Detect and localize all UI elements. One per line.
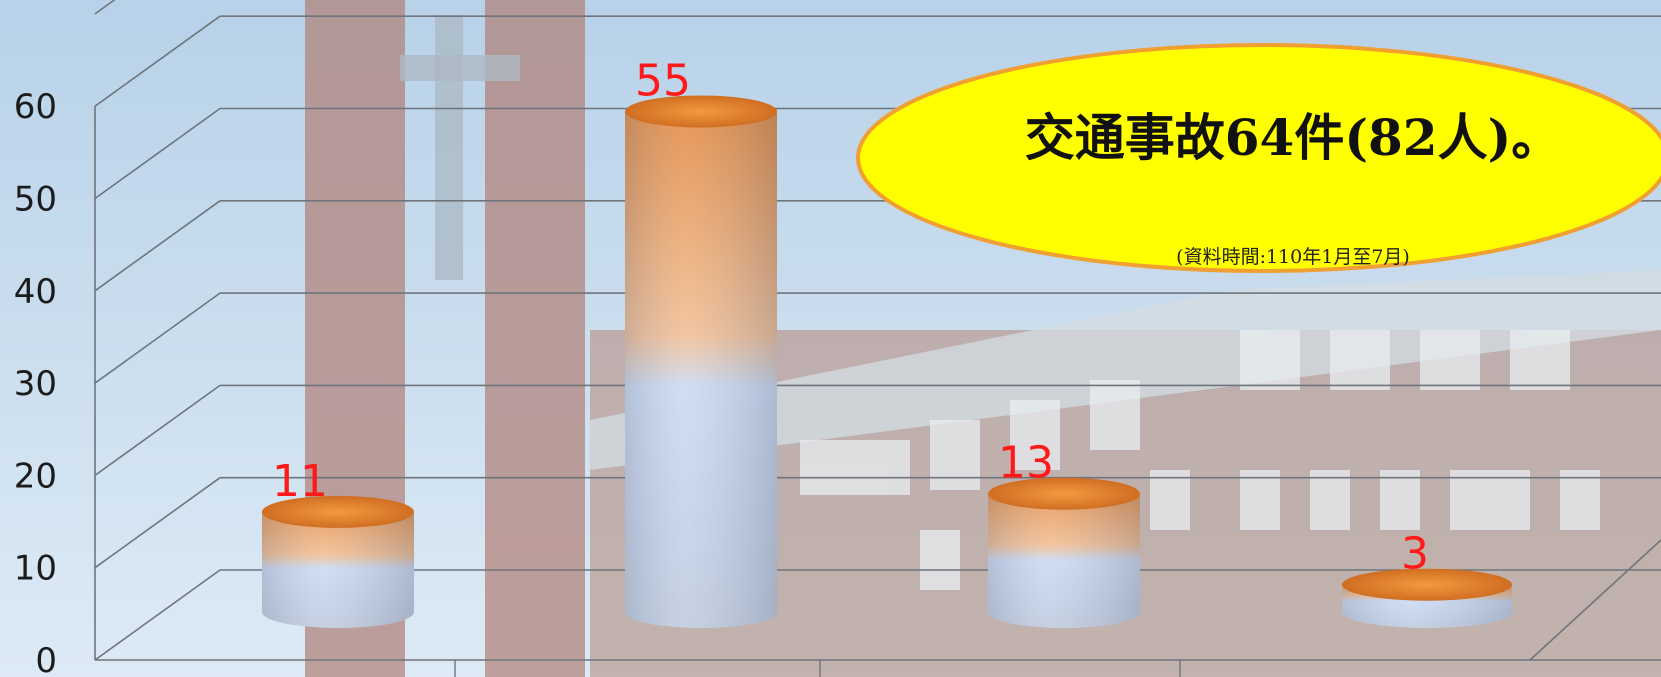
data-label: 55: [635, 56, 691, 107]
callout-note: (資料時間:110年1月至7月): [993, 242, 1593, 269]
cylinder-shading: [988, 494, 1140, 628]
data-label: 11: [272, 456, 328, 507]
cylinder-shading: [625, 112, 777, 629]
y-tick-label: 30: [14, 364, 57, 404]
data-label: 3: [1401, 529, 1429, 580]
data-label: 13: [998, 438, 1054, 489]
cylinder-shading: [262, 512, 414, 628]
y-tick-label: 60: [14, 87, 57, 127]
y-tick-label: 20: [14, 456, 57, 496]
y-tick-label: 0: [35, 641, 57, 677]
cylinder-bar: 55: [625, 56, 777, 629]
summary-callout: 交通事故64件(82人)。 (資料時間:110年1月至7月): [853, 40, 1661, 276]
y-tick-label: 10: [14, 549, 57, 589]
y-tick-label: 40: [14, 272, 57, 312]
y-tick-label: 50: [14, 180, 57, 220]
callout-title: 交通事故64件(82人)。: [993, 98, 1593, 170]
